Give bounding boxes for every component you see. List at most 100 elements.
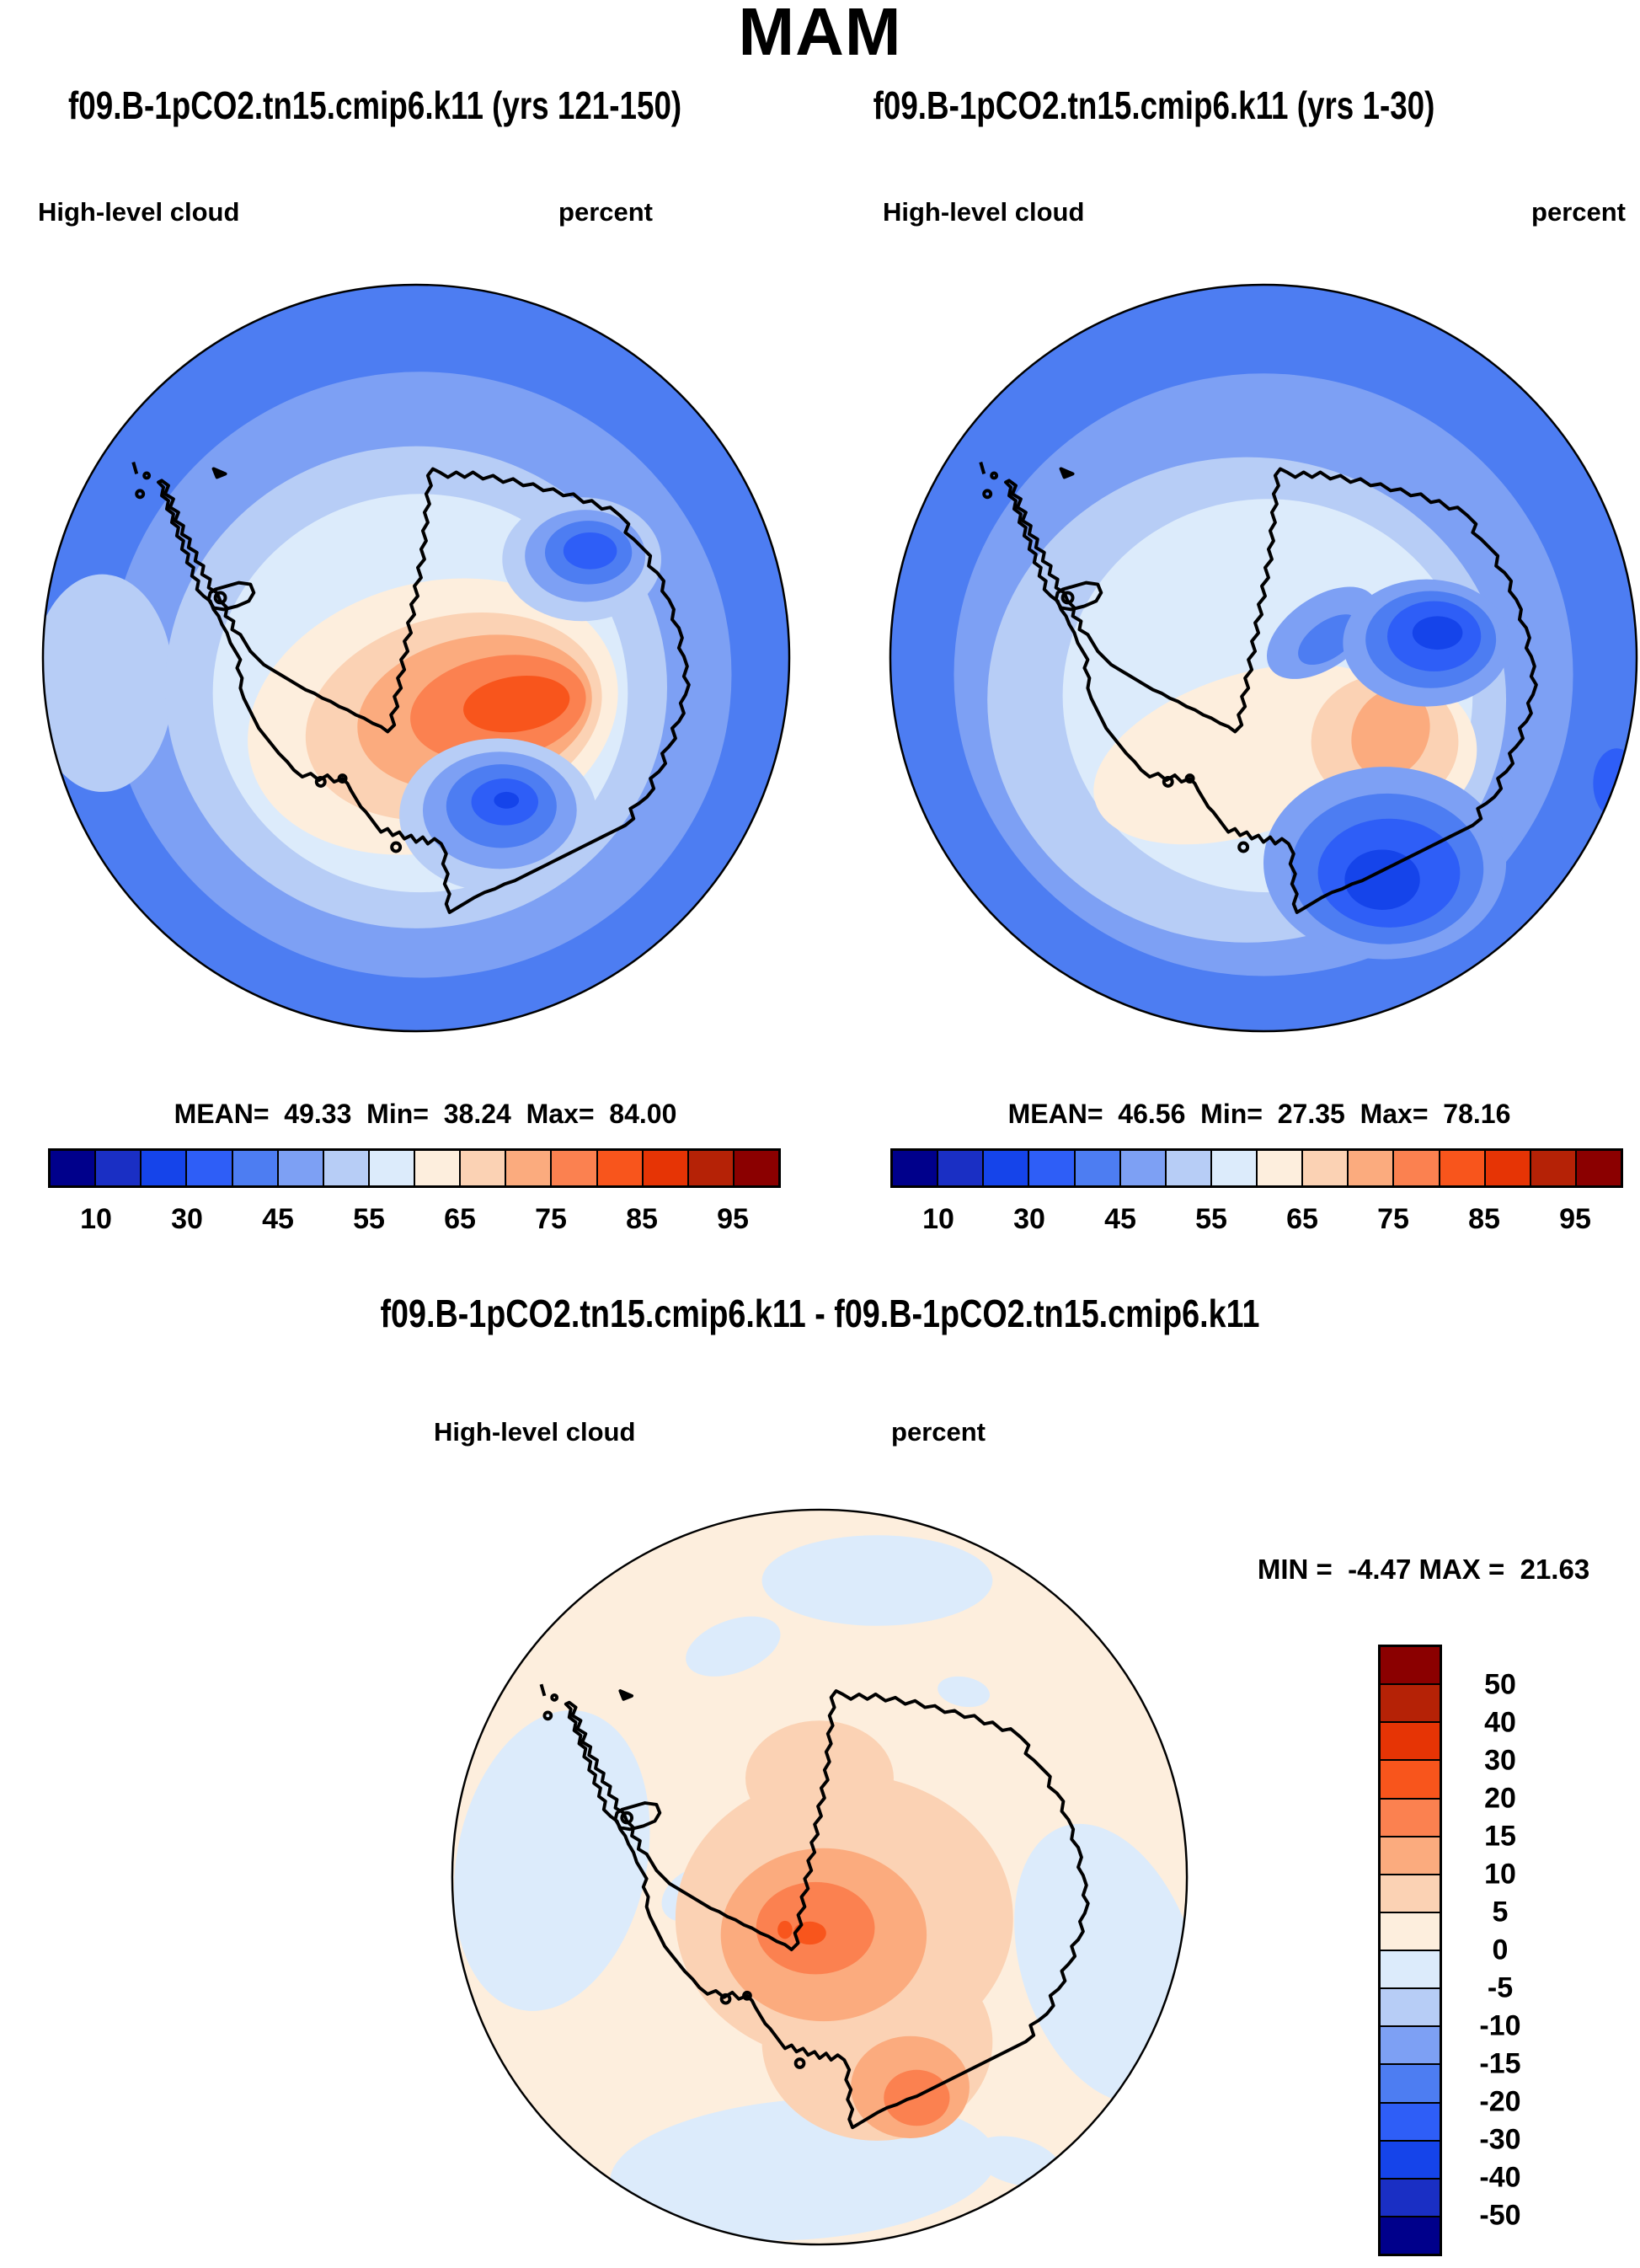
colorbar-segment (187, 1151, 233, 1185)
colorbar-segment (1381, 1951, 1440, 1990)
colorbar-tick-label: 30 (1484, 1744, 1516, 1777)
colorbar-segment (597, 1151, 644, 1185)
colorbar-segment (1381, 1912, 1440, 1951)
diff-colorbar-labels: 50 40 30 20 15 10 5 0 -5 -10 -15 -20 -30 -40 -50 (1454, 1645, 1547, 2256)
case2-field-row: High-level cloud percent (883, 197, 1626, 227)
case1-stats: MEAN= 49.33 Min= 38.24 Max= 84.00 (174, 1099, 677, 1129)
colorbar-tick-label: -30 (1479, 2123, 1521, 2156)
colorbar-tick-label: 45 (262, 1203, 294, 1235)
colorbar-segment (1485, 1151, 1531, 1185)
colorbar-segment (96, 1151, 142, 1185)
colorbar-segment (552, 1151, 598, 1185)
colorbar-segment (1381, 1799, 1440, 1837)
case2-map-border (889, 283, 1638, 1033)
case1-colorbar-labels: 10 30 45 55 65 75 85 95 (51, 1203, 778, 1237)
colorbar-tick-label: 50 (1484, 1668, 1516, 1701)
colorbar-tick-label: 95 (1559, 1203, 1591, 1235)
colorbar-tick-label: 15 (1484, 1820, 1516, 1853)
season-title: MAM (738, 0, 902, 69)
colorbar-segment (1381, 1761, 1440, 1800)
map-case1 (41, 283, 791, 1033)
colorbar-tick-label: 65 (1286, 1203, 1318, 1235)
colorbar-tick-label: 85 (1468, 1203, 1500, 1235)
colorbar-tick-label: 45 (1104, 1203, 1136, 1235)
colorbar-tick-label: 40 (1484, 1706, 1516, 1739)
colorbar-segment (1349, 1151, 1395, 1185)
case1-field-label: High-level cloud (38, 197, 240, 227)
case1-title: f09.B-1pCO2.tn15.cmip6.k11 (yrs 121-150) (68, 83, 682, 127)
colorbar-segment (1381, 1875, 1440, 1913)
colorbar-segment (1258, 1151, 1304, 1185)
case1-colorbar (48, 1148, 781, 1188)
colorbar-tick-label: 5 (1492, 1896, 1509, 1928)
colorbar-segment (1166, 1151, 1212, 1185)
colorbar-segment (1029, 1151, 1076, 1185)
colorbar-segment (984, 1151, 1030, 1185)
colorbar-segment (688, 1151, 735, 1185)
case2-colorbar (890, 1148, 1623, 1188)
colorbar-segment (1381, 2217, 1440, 2254)
colorbar-segment (142, 1151, 188, 1185)
colorbar-segment (1381, 2065, 1440, 2104)
colorbar-segment (1381, 2103, 1440, 2142)
colorbar-segment (369, 1151, 415, 1185)
colorbar-tick-label: 0 (1492, 1934, 1509, 1966)
colorbar-tick-label: -20 (1479, 2085, 1521, 2118)
diff-contour-fill (451, 1509, 1188, 2245)
colorbar-segment (1394, 1151, 1440, 1185)
case2-field-label: High-level cloud (883, 197, 1085, 227)
colorbar-tick-label: 55 (353, 1203, 385, 1235)
case1-field-row: High-level cloud percent (38, 197, 653, 227)
case2-title: f09.B-1pCO2.tn15.cmip6.k11 (yrs 1-30) (873, 83, 1435, 127)
colorbar-segment (323, 1151, 370, 1185)
case2-stats: MEAN= 46.56 Min= 27.35 Max= 78.16 (1007, 1099, 1511, 1129)
colorbar-segment (734, 1151, 778, 1185)
colorbar-segment (1381, 1723, 1440, 1762)
colorbar-tick-label: 20 (1484, 1782, 1516, 1815)
map-case2 (889, 283, 1638, 1033)
colorbar-segment (1381, 2141, 1440, 2180)
case2-contour-fill (889, 284, 1637, 1032)
case2-units-label: percent (1531, 197, 1626, 227)
colorbar-segment (1381, 1989, 1440, 2028)
colorbar-segment (1381, 1685, 1440, 1724)
colorbar-tick-label: 30 (171, 1203, 203, 1235)
colorbar-segment (1440, 1151, 1486, 1185)
diff-title: f09.B-1pCO2.tn15.cmip6.k11 - f09.B-1pCO2… (380, 1292, 1260, 1335)
colorbar-tick-label: 95 (717, 1203, 749, 1235)
colorbar-segment (461, 1151, 507, 1185)
colorbar-segment (415, 1151, 462, 1185)
colorbar-tick-label: 10 (922, 1203, 954, 1235)
colorbar-segment (1211, 1151, 1258, 1185)
colorbar-tick-label: 85 (626, 1203, 658, 1235)
colorbar-segment (643, 1151, 689, 1185)
colorbar-segment (1075, 1151, 1121, 1185)
case2-colorbar-labels: 10 30 45 55 65 75 85 95 (893, 1203, 1621, 1237)
colorbar-tick-label: -10 (1479, 2009, 1521, 2042)
colorbar-tick-label: -50 (1479, 2199, 1521, 2232)
colorbar-segment (1530, 1151, 1577, 1185)
colorbar-segment (1381, 2179, 1440, 2217)
colorbar-segment (278, 1151, 324, 1185)
colorbar-segment (506, 1151, 553, 1185)
colorbar-tick-label: -15 (1479, 2047, 1521, 2080)
colorbar-tick-label: -40 (1479, 2161, 1521, 2194)
diff-minmax: MIN = -4.47 MAX = 21.63 (1257, 1554, 1590, 1585)
colorbar-segment (893, 1151, 939, 1185)
colorbar-segment (1303, 1151, 1349, 1185)
colorbar-tick-label: -5 (1487, 1971, 1514, 2004)
colorbar-tick-label: 65 (444, 1203, 476, 1235)
colorbar-tick-label: 30 (1013, 1203, 1045, 1235)
diff-map-border (451, 1508, 1189, 2246)
diff-colorbar (1378, 1645, 1442, 2256)
colorbar-tick-label: 10 (1484, 1858, 1516, 1891)
diff-field-label: High-level cloud (434, 1417, 636, 1447)
colorbar-segment (232, 1151, 279, 1185)
case1-units-label: percent (558, 197, 653, 227)
diff-field-row: High-level cloud percent (434, 1417, 986, 1447)
colorbar-segment (1381, 1837, 1440, 1875)
colorbar-segment (1120, 1151, 1167, 1185)
colorbar-segment (51, 1151, 97, 1185)
colorbar-tick-label: 75 (1377, 1203, 1409, 1235)
